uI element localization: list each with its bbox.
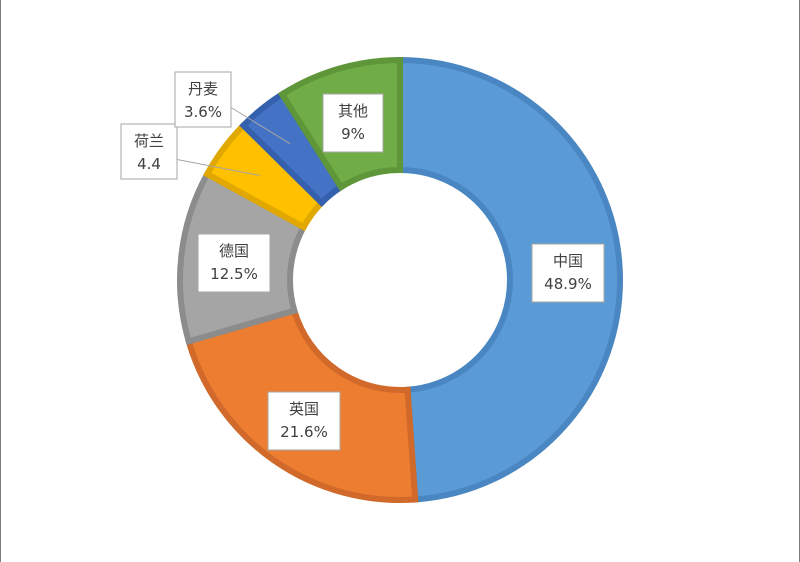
slice-6-data-label: 其他 9% — [322, 93, 384, 153]
slice-5-data-label: 丹麦 3.6% — [174, 71, 232, 128]
slice-2-label-box — [267, 391, 341, 451]
slice-3-label-box — [197, 233, 271, 293]
slice-6-value-label: 9% — [341, 125, 365, 143]
slice-1-label-box — [531, 243, 605, 303]
slice-3-category-label: 德国 — [219, 242, 249, 260]
slice-2-category-label: 英国 — [289, 400, 319, 418]
slice-1-data-label: 中国 48.9% — [531, 243, 605, 303]
slice-5-category-label: 丹麦 — [188, 80, 218, 98]
slice-5-label-box — [174, 71, 232, 128]
slice-3-data-label: 德国 12.5% — [197, 233, 271, 293]
slice-4-data-label: 荷兰 4.4 — [120, 123, 178, 180]
left-border — [0, 0, 1, 562]
slice-1-wedge — [397, 56, 623, 503]
slice-2-data-label: 英国 21.6% — [267, 391, 341, 451]
slice-5-value-label: 3.6% — [184, 103, 222, 121]
slice-1-category-label: 中国 — [553, 252, 583, 270]
slice-4-value-label: 4.4 — [137, 155, 161, 173]
slice-3-value-label: 12.5% — [210, 265, 258, 283]
slice-1-value-label: 48.9% — [544, 275, 592, 293]
slice-4-leader-line — [176, 159, 260, 176]
slice-4-category-label: 荷兰 — [134, 132, 164, 150]
slice-2-value-label: 21.6% — [280, 423, 328, 441]
leader-line-group — [176, 107, 291, 176]
slice-6-category-label: 其他 — [338, 102, 368, 120]
slice-5-leader-line — [230, 107, 291, 145]
slice-4-label-box — [120, 123, 178, 180]
slice-6-label-box — [322, 93, 384, 153]
data-label-group: 中国 48.9% 英国 21.6% 德国 12.5% 荷兰 4.4 丹麦 3.6% 其他 9% — [120, 71, 605, 451]
